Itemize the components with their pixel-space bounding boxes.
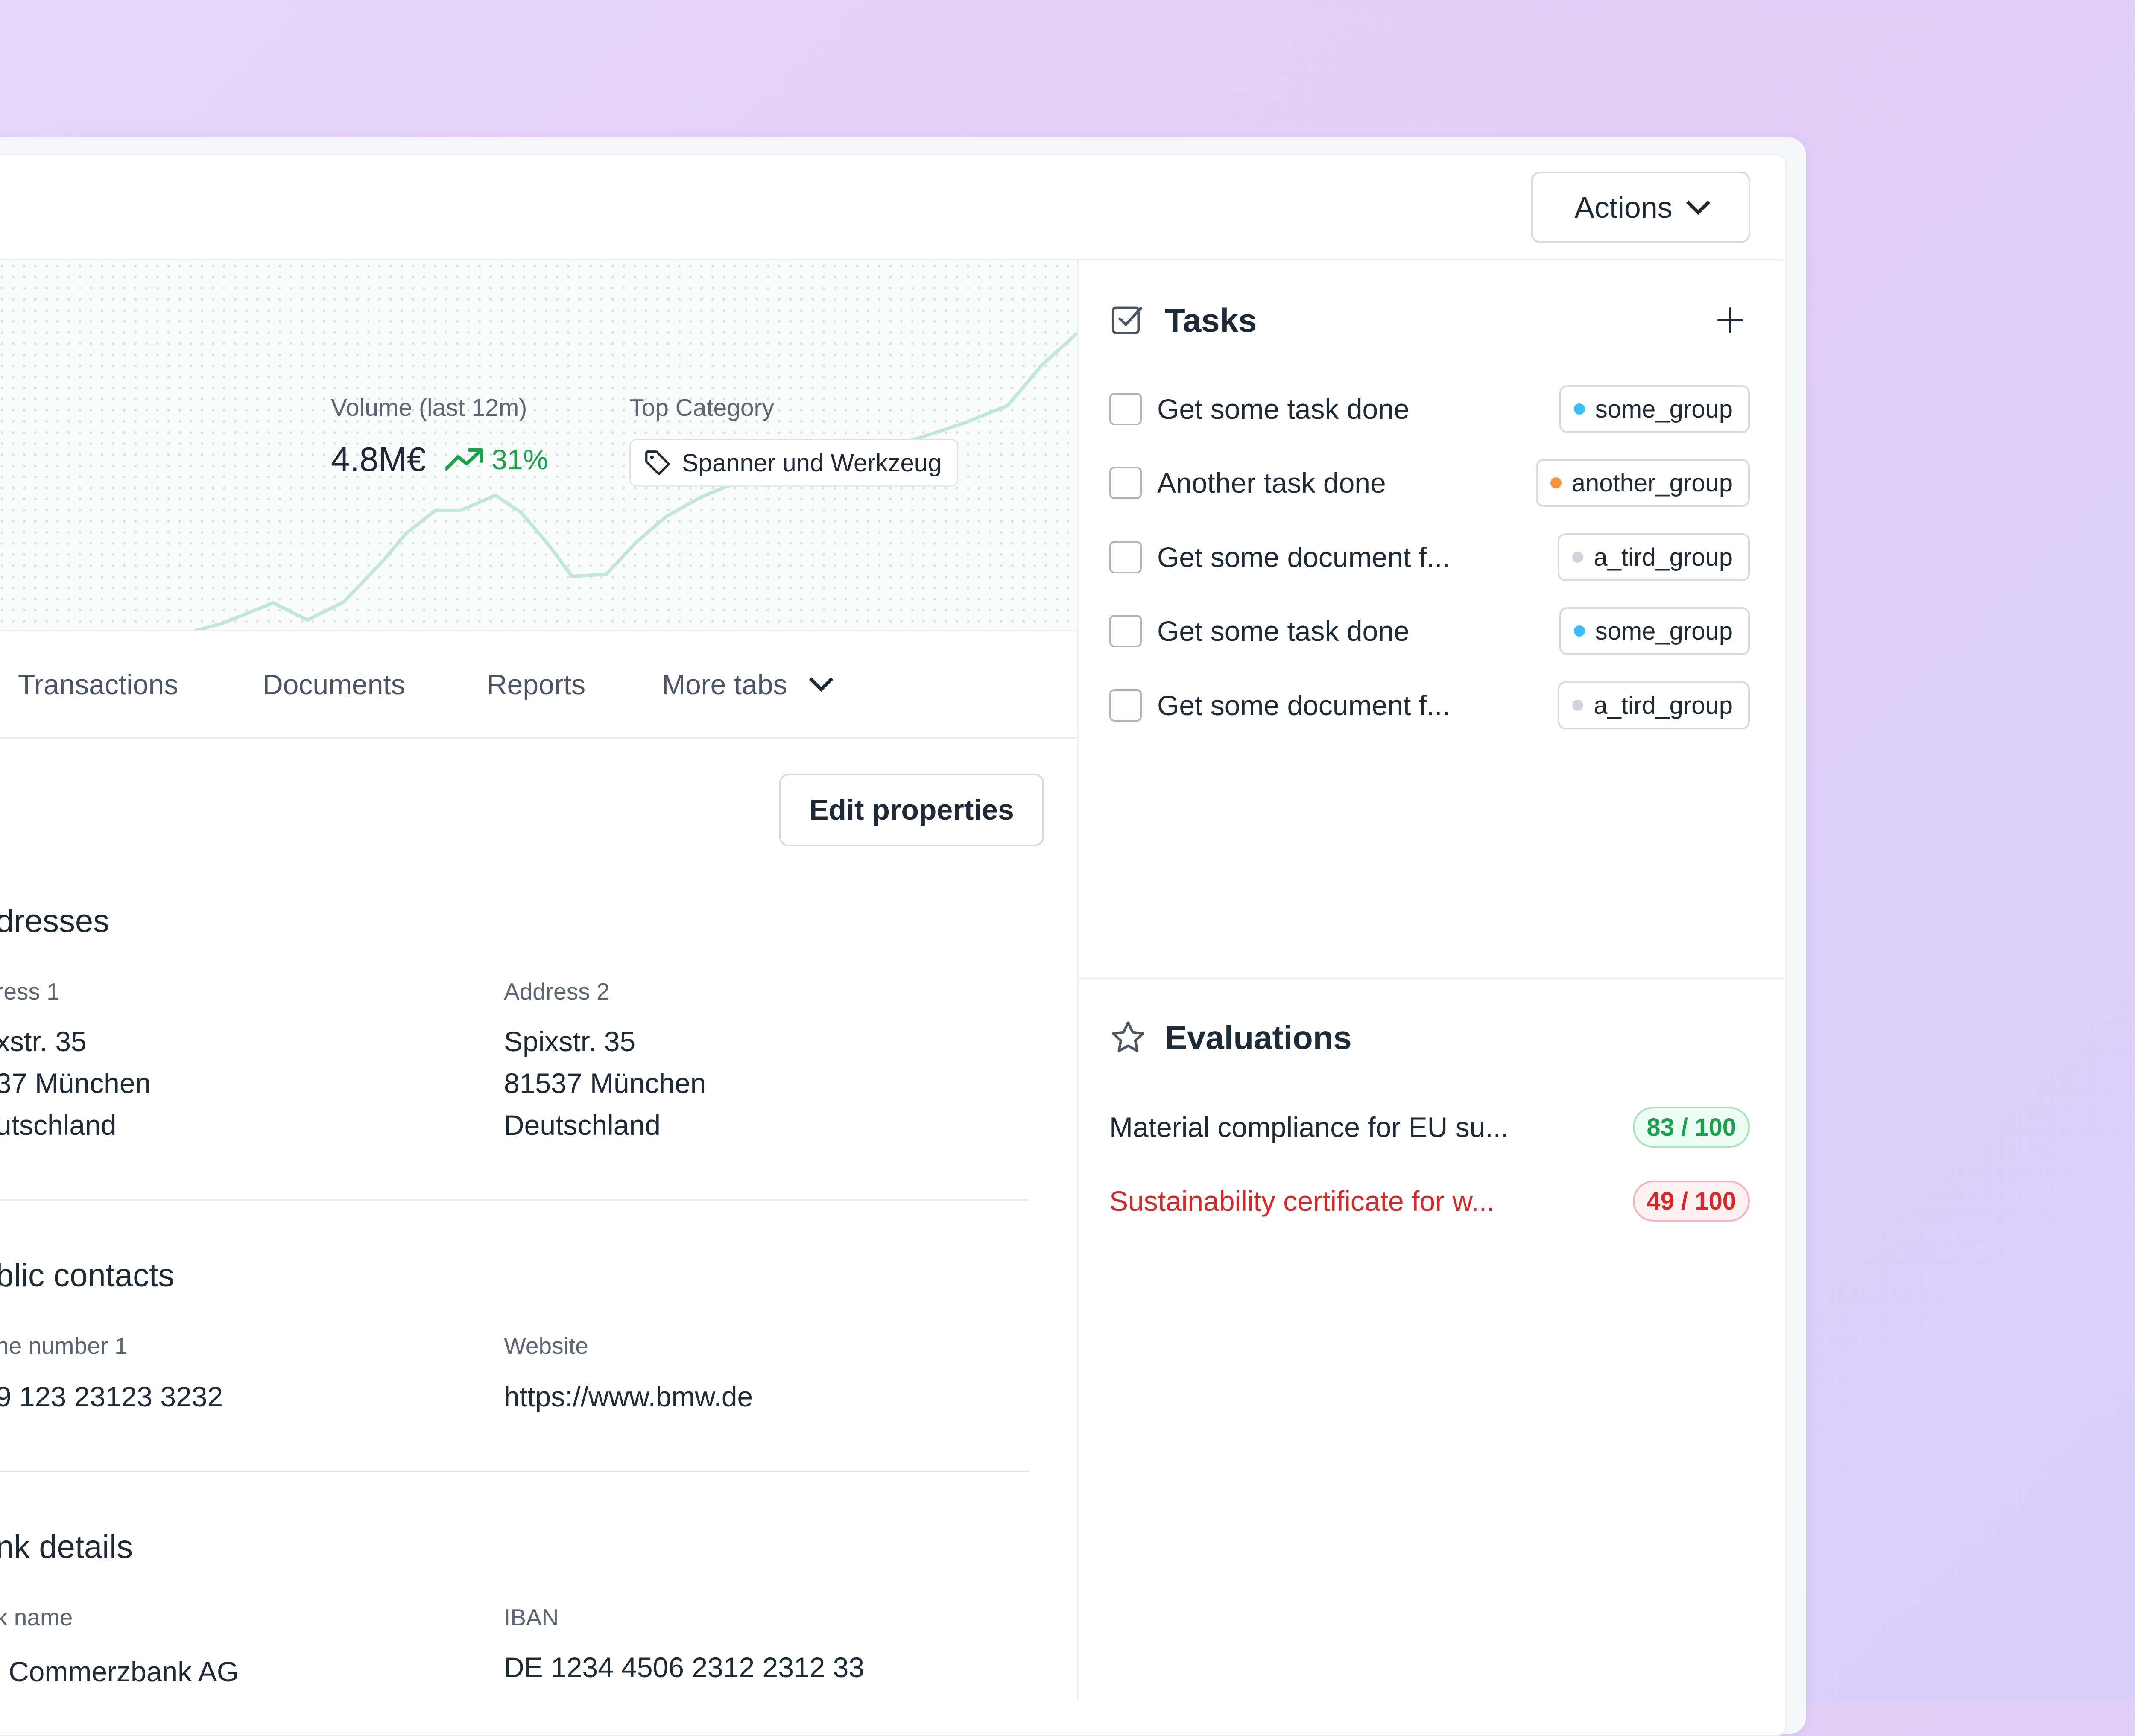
- top-category-pill[interactable]: Spanner und Werkzeug: [629, 439, 959, 487]
- bank-title: nk details: [0, 1529, 133, 1565]
- task-group-label: another_group: [1571, 469, 1733, 497]
- evaluation-label: Sustainability certificate for w...: [1109, 1185, 1495, 1217]
- addresses-title: dresses: [0, 903, 110, 939]
- task-checkbox[interactable]: [1109, 541, 1142, 573]
- task-checkbox[interactable]: [1109, 615, 1142, 647]
- edit-properties-button[interactable]: Edit properties: [779, 774, 1044, 846]
- website-label: Website: [504, 1333, 588, 1359]
- section-divider: [0, 1471, 1029, 1472]
- task-row: Another task done another_group: [1109, 457, 1750, 509]
- tasks-title: Tasks: [1165, 301, 1257, 339]
- top-category-label: Top Category: [629, 394, 775, 421]
- task-group-badge[interactable]: a_tird_group: [1558, 533, 1750, 581]
- tasks-header: Tasks: [1109, 299, 1750, 342]
- group-color-dot: [1550, 477, 1562, 488]
- tabs-divider: [0, 737, 1077, 739]
- group-color-dot: [1573, 625, 1585, 637]
- volume-value: 4.8M€: [331, 440, 426, 478]
- task-group-label: a_tird_group: [1594, 691, 1733, 719]
- actions-button[interactable]: Actions: [1531, 172, 1750, 243]
- task-checkbox[interactable]: [1109, 393, 1142, 425]
- column-divider: [1077, 259, 1079, 1701]
- bank-name-value: Commerzbank AG: [0, 1651, 239, 1692]
- volume-stat: 4.8M€ 31%: [331, 440, 548, 479]
- phone-label: ne number 1: [0, 1333, 128, 1359]
- task-group-badge[interactable]: another_group: [1535, 459, 1750, 507]
- tab-reports[interactable]: Reports: [487, 669, 586, 700]
- task-group-label: some_group: [1595, 617, 1733, 645]
- tab-more[interactable]: More tabs: [662, 667, 834, 701]
- address1-line: xstr. 35: [0, 1026, 87, 1057]
- evaluation-row[interactable]: Sustainability certificate for w... 49 /…: [1109, 1180, 1750, 1222]
- bank-name-label: k name: [0, 1604, 73, 1631]
- evaluations-title: Evaluations: [1165, 1018, 1352, 1056]
- contacts-title: blic contacts: [0, 1257, 175, 1294]
- task-label: Get some task done: [1157, 393, 1410, 425]
- section-divider: [0, 1199, 1029, 1201]
- website-link[interactable]: https://www.bmw.de: [504, 1381, 753, 1412]
- task-group-label: a_tird_group: [1594, 543, 1733, 571]
- address2-line: Spixstr. 35: [504, 1026, 636, 1057]
- tab-transactions[interactable]: Transactions: [18, 669, 178, 700]
- task-checkbox[interactable]: [1109, 467, 1142, 499]
- chevron-down-icon: [1686, 190, 1711, 215]
- address2-value: Spixstr. 35 81537 München Deutschland: [504, 1020, 706, 1146]
- address1-label: ress 1: [0, 978, 60, 1005]
- evaluations-header: Evaluations: [1109, 1016, 1750, 1059]
- task-label: Get some document f...: [1157, 541, 1450, 573]
- task-label: Get some task done: [1157, 615, 1410, 647]
- evaluation-row[interactable]: Material compliance for EU su... 83 / 10…: [1109, 1106, 1750, 1149]
- chevron-down-icon: [809, 667, 834, 692]
- plus-icon[interactable]: [1715, 305, 1746, 336]
- address1-line: 37 München: [0, 1067, 151, 1099]
- task-group-label: some_group: [1595, 395, 1733, 423]
- phone-value: 9 123 23123 3232: [0, 1381, 223, 1412]
- tab-documents[interactable]: Documents: [263, 669, 405, 700]
- evaluation-score-badge: 49 / 100: [1633, 1181, 1750, 1222]
- chart-divider: [0, 630, 1077, 631]
- volume-trend-value: 31%: [491, 444, 548, 475]
- task-group-badge[interactable]: some_group: [1559, 607, 1750, 655]
- task-row: Get some document f... a_tird_group: [1109, 532, 1750, 583]
- task-checkbox[interactable]: [1109, 689, 1142, 722]
- group-color-dot: [1573, 403, 1585, 415]
- tasks-divider: [1079, 978, 1784, 979]
- trend-up-icon: [445, 448, 483, 471]
- task-row: Get some task done some_group: [1109, 383, 1750, 435]
- evaluation-score-badge: 83 / 100: [1633, 1107, 1750, 1148]
- actions-label: Actions: [1574, 190, 1673, 224]
- task-row: Get some task done some_group: [1109, 605, 1750, 657]
- iban-value: DE 1234 4506 2312 2312 33: [504, 1651, 865, 1683]
- address2-line: Deutschland: [504, 1109, 661, 1141]
- tab-more-label: More tabs: [662, 669, 787, 700]
- bank-name-text: Commerzbank AG: [9, 1656, 239, 1687]
- tag-icon: [645, 450, 670, 475]
- group-color-dot: [1572, 552, 1584, 563]
- address2-label: Address 2: [504, 978, 610, 1005]
- volume-trend: 31%: [445, 443, 548, 476]
- task-group-badge[interactable]: some_group: [1559, 385, 1750, 433]
- group-color-dot: [1572, 700, 1584, 711]
- iban-label: IBAN: [504, 1604, 559, 1631]
- volume-label: Volume (last 12m): [331, 394, 527, 421]
- evaluation-label: Material compliance for EU su...: [1109, 1111, 1509, 1143]
- top-category-value: Spanner und Werkzeug: [682, 449, 942, 477]
- address2-line: 81537 München: [504, 1067, 706, 1099]
- task-row: Get some document f... a_tird_group: [1109, 680, 1750, 731]
- task-label: Get some document f...: [1157, 690, 1450, 721]
- address1-line: utschland: [0, 1109, 117, 1141]
- address1-value: xstr. 35 37 München utschland: [0, 1020, 151, 1146]
- task-group-badge[interactable]: a_tird_group: [1558, 681, 1750, 729]
- task-label: Another task done: [1157, 467, 1386, 499]
- topbar-divider: [0, 259, 1784, 260]
- checkbox-check-icon: [1111, 306, 1142, 334]
- star-icon: [1112, 1021, 1144, 1052]
